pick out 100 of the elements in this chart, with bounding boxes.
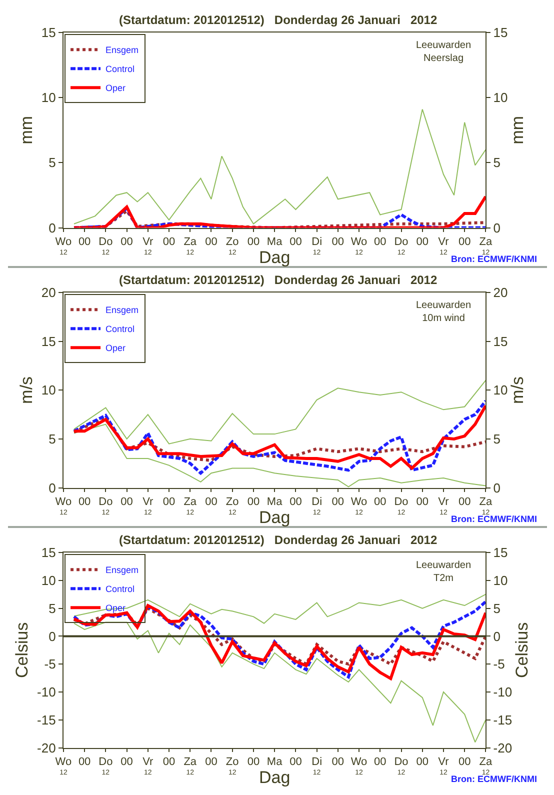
x-tick-label: 00	[162, 496, 176, 508]
y-tick-label: -20	[37, 740, 56, 756]
y2-tick-label: -20	[493, 740, 512, 756]
chart-title: (Startdatum: 2012012512) Donderdag 26 Januari 2012	[119, 13, 438, 27]
line-series	[74, 424, 486, 488]
y-tick-label: 20	[41, 285, 56, 300]
x-tick-label: 00	[78, 496, 91, 508]
annotation: Leeuwarden 10m wind	[416, 300, 472, 324]
x-tick-label: 00	[120, 236, 133, 248]
x-tick-label: Do	[98, 236, 113, 248]
x-tick-label: 00	[374, 496, 386, 508]
x-tick-label: Do	[394, 496, 408, 508]
x-axis-title: Dag	[258, 768, 290, 787]
x-tick-label: 00	[332, 236, 344, 248]
y-tick-label: 15	[41, 334, 56, 349]
y2-tick-label: 5	[493, 600, 501, 616]
y-tick-label: -15	[37, 712, 56, 728]
y2-tick-label: 10	[493, 90, 508, 106]
x-tick-label: 00	[205, 236, 218, 248]
x-tick-label: 00	[120, 756, 133, 768]
x-tick-label: Do	[394, 236, 408, 248]
x-tick-label: Vr	[142, 236, 154, 248]
text: Bron: ECMWF/KNMI	[451, 514, 537, 524]
legend-label: Control	[106, 64, 135, 74]
x-tick-label: 00	[78, 236, 91, 248]
x-tick-label: Zo	[226, 236, 239, 248]
legend-label: Ensgem	[106, 305, 139, 316]
x-tick-label: Vr	[438, 756, 450, 768]
x-tick-label: Do	[98, 756, 113, 768]
x-tick-label: 00	[247, 496, 260, 508]
x-tick-label: Vr	[438, 236, 450, 248]
y2-tick-label: 15	[493, 25, 508, 40]
x-tick-label: 00	[247, 236, 260, 248]
x-tick-label: Wo	[55, 496, 72, 508]
x-tick-label: 00	[416, 756, 428, 768]
y-tick-label: 15	[41, 545, 56, 560]
legend-label: Control	[106, 324, 135, 334]
x-tick-label: Zo	[226, 756, 239, 768]
x-tick-label: Do	[394, 756, 408, 768]
x-tick-label: Za	[184, 236, 198, 248]
x-tick-label: 00	[332, 756, 344, 768]
x-tick-label: 00	[78, 756, 91, 768]
x-tick-label: 00	[120, 496, 133, 508]
x-tick-label: Do	[98, 496, 113, 508]
x-tick-label: Za	[479, 236, 494, 248]
x-tick-label: 00	[205, 496, 218, 508]
y-tick-label: 10	[41, 382, 56, 398]
x-tick-label: Wo	[350, 496, 368, 508]
legend-label: Ensgem	[106, 45, 139, 56]
y-tick-label: 10	[41, 572, 56, 588]
y-tick-label: 0	[48, 220, 56, 236]
y2-axis-title: mm	[508, 116, 528, 144]
x-tick-label: Di	[312, 236, 322, 248]
x-tick-label: 00	[458, 756, 471, 768]
x-tick-label: Za	[184, 496, 198, 508]
y2-tick-label: -15	[493, 712, 512, 728]
legend-label: Control	[106, 584, 135, 594]
x-axis-title: Dag	[258, 248, 290, 267]
x-tick-label: Wo	[350, 236, 368, 248]
y2-tick-label: 10	[493, 572, 508, 588]
x-tick-label: 00	[162, 236, 176, 248]
x-tick-label: Di	[312, 496, 322, 508]
y2-tick-label: 0	[493, 480, 501, 496]
line-series	[74, 108, 486, 224]
annotation: Leeuwarden T2m	[416, 560, 472, 584]
x-tick-label: Zo	[226, 496, 239, 508]
x-tick-label: 00	[247, 756, 260, 768]
chart-title: (Startdatum: 2012012512) Donderdag 26 Januari 2012	[119, 273, 438, 287]
y2-tick-label: 15	[493, 545, 508, 560]
text: Bron: ECMWF/KNMI	[451, 254, 537, 264]
x-tick-label: 00	[205, 756, 218, 768]
x-tick-label: Wo	[55, 756, 72, 768]
y-tick-label: 5	[48, 600, 56, 616]
y2-tick-label: 15	[493, 334, 508, 349]
y-axis-title: mm	[16, 116, 36, 144]
y2-axis-title: m/s	[508, 376, 528, 404]
y-tick-label: 0	[48, 628, 56, 644]
legend-label: Oper	[106, 343, 126, 354]
y2-tick-label: 0	[493, 220, 501, 236]
x-tick-label: 00	[290, 756, 302, 768]
line-series	[74, 622, 486, 743]
y-tick-label: 5	[48, 155, 56, 170]
legend-label: Ensgem	[106, 565, 139, 576]
chart-title: (Startdatum: 2012012512) Donderdag 26 Januari 2012	[119, 533, 438, 547]
x-tick-label: 00	[416, 236, 428, 248]
x-tick-label: 00	[290, 236, 302, 248]
x-tick-label: Wo	[55, 236, 72, 248]
line-series	[72, 195, 486, 228]
legend-label: Oper	[106, 83, 126, 94]
y-tick-label: 15	[41, 25, 56, 40]
y2-tick-label: 20	[493, 285, 508, 300]
line-series	[72, 606, 486, 666]
y2-tick-label: 5	[493, 155, 501, 170]
y-tick-label: -5	[44, 656, 56, 672]
x-tick-label: 00	[332, 496, 344, 508]
x-tick-label: 00	[374, 236, 386, 248]
x-tick-label: 00	[416, 496, 428, 508]
x-tick-label: 00	[162, 756, 176, 768]
y-tick-label: 5	[48, 431, 56, 446]
x-tick-label: Di	[312, 756, 322, 768]
